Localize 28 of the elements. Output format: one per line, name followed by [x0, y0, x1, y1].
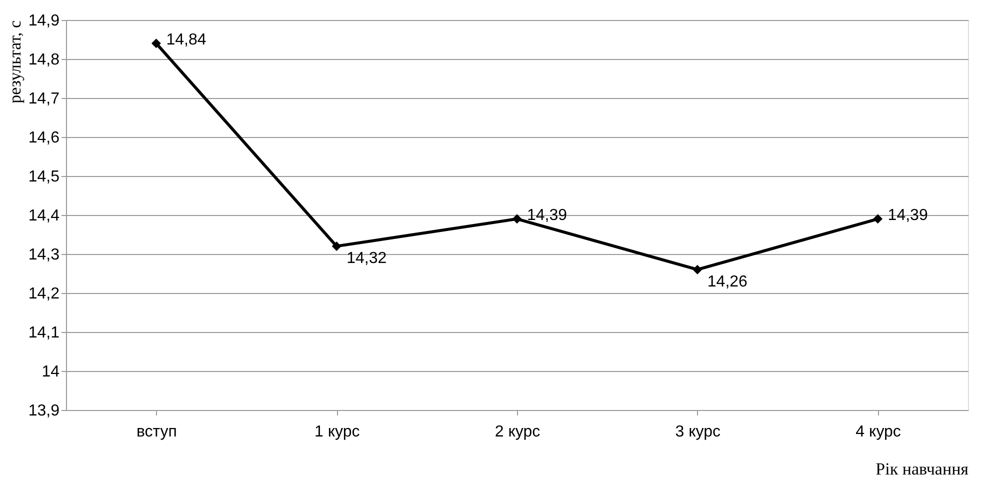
- data-label: 14,84: [166, 31, 206, 48]
- x-axis-title: Рік навчання: [876, 460, 969, 478]
- data-label: 14,32: [346, 250, 387, 268]
- point: [151, 38, 161, 48]
- x-tick-label: 1 курс: [314, 424, 360, 440]
- y-tick-label: 14,9: [28, 12, 60, 30]
- x-tick-label: 4 курс: [856, 424, 901, 440]
- y-tick-label: 14: [42, 364, 60, 380]
- data-label: 14,39: [888, 206, 928, 224]
- y-tick-label: 14,7: [28, 90, 60, 108]
- x-tick-label: вступ: [136, 424, 177, 440]
- x-tick-label: 2 курс: [494, 424, 540, 440]
- y-tick-label: 14,2: [28, 286, 60, 302]
- point: [332, 241, 342, 251]
- y-tick-label: 14,1: [28, 324, 60, 342]
- point: [873, 214, 883, 224]
- x-tick-label: 3 курс: [675, 424, 721, 440]
- point: [512, 214, 522, 224]
- y-tick-label: 14,8: [28, 52, 60, 68]
- y-tick-label: 14,6: [28, 130, 60, 146]
- point: [692, 264, 702, 274]
- y-tick-label: 14,4: [28, 208, 60, 224]
- y-axis-title: результат, с: [5, 20, 24, 104]
- y-tick-label: 14,5: [28, 168, 60, 186]
- data-label: 14,26: [707, 274, 748, 291]
- y-tick-label: 13,9: [28, 402, 60, 420]
- data-label: 14,39: [527, 206, 568, 224]
- y-tick-label: 14,3: [28, 246, 60, 264]
